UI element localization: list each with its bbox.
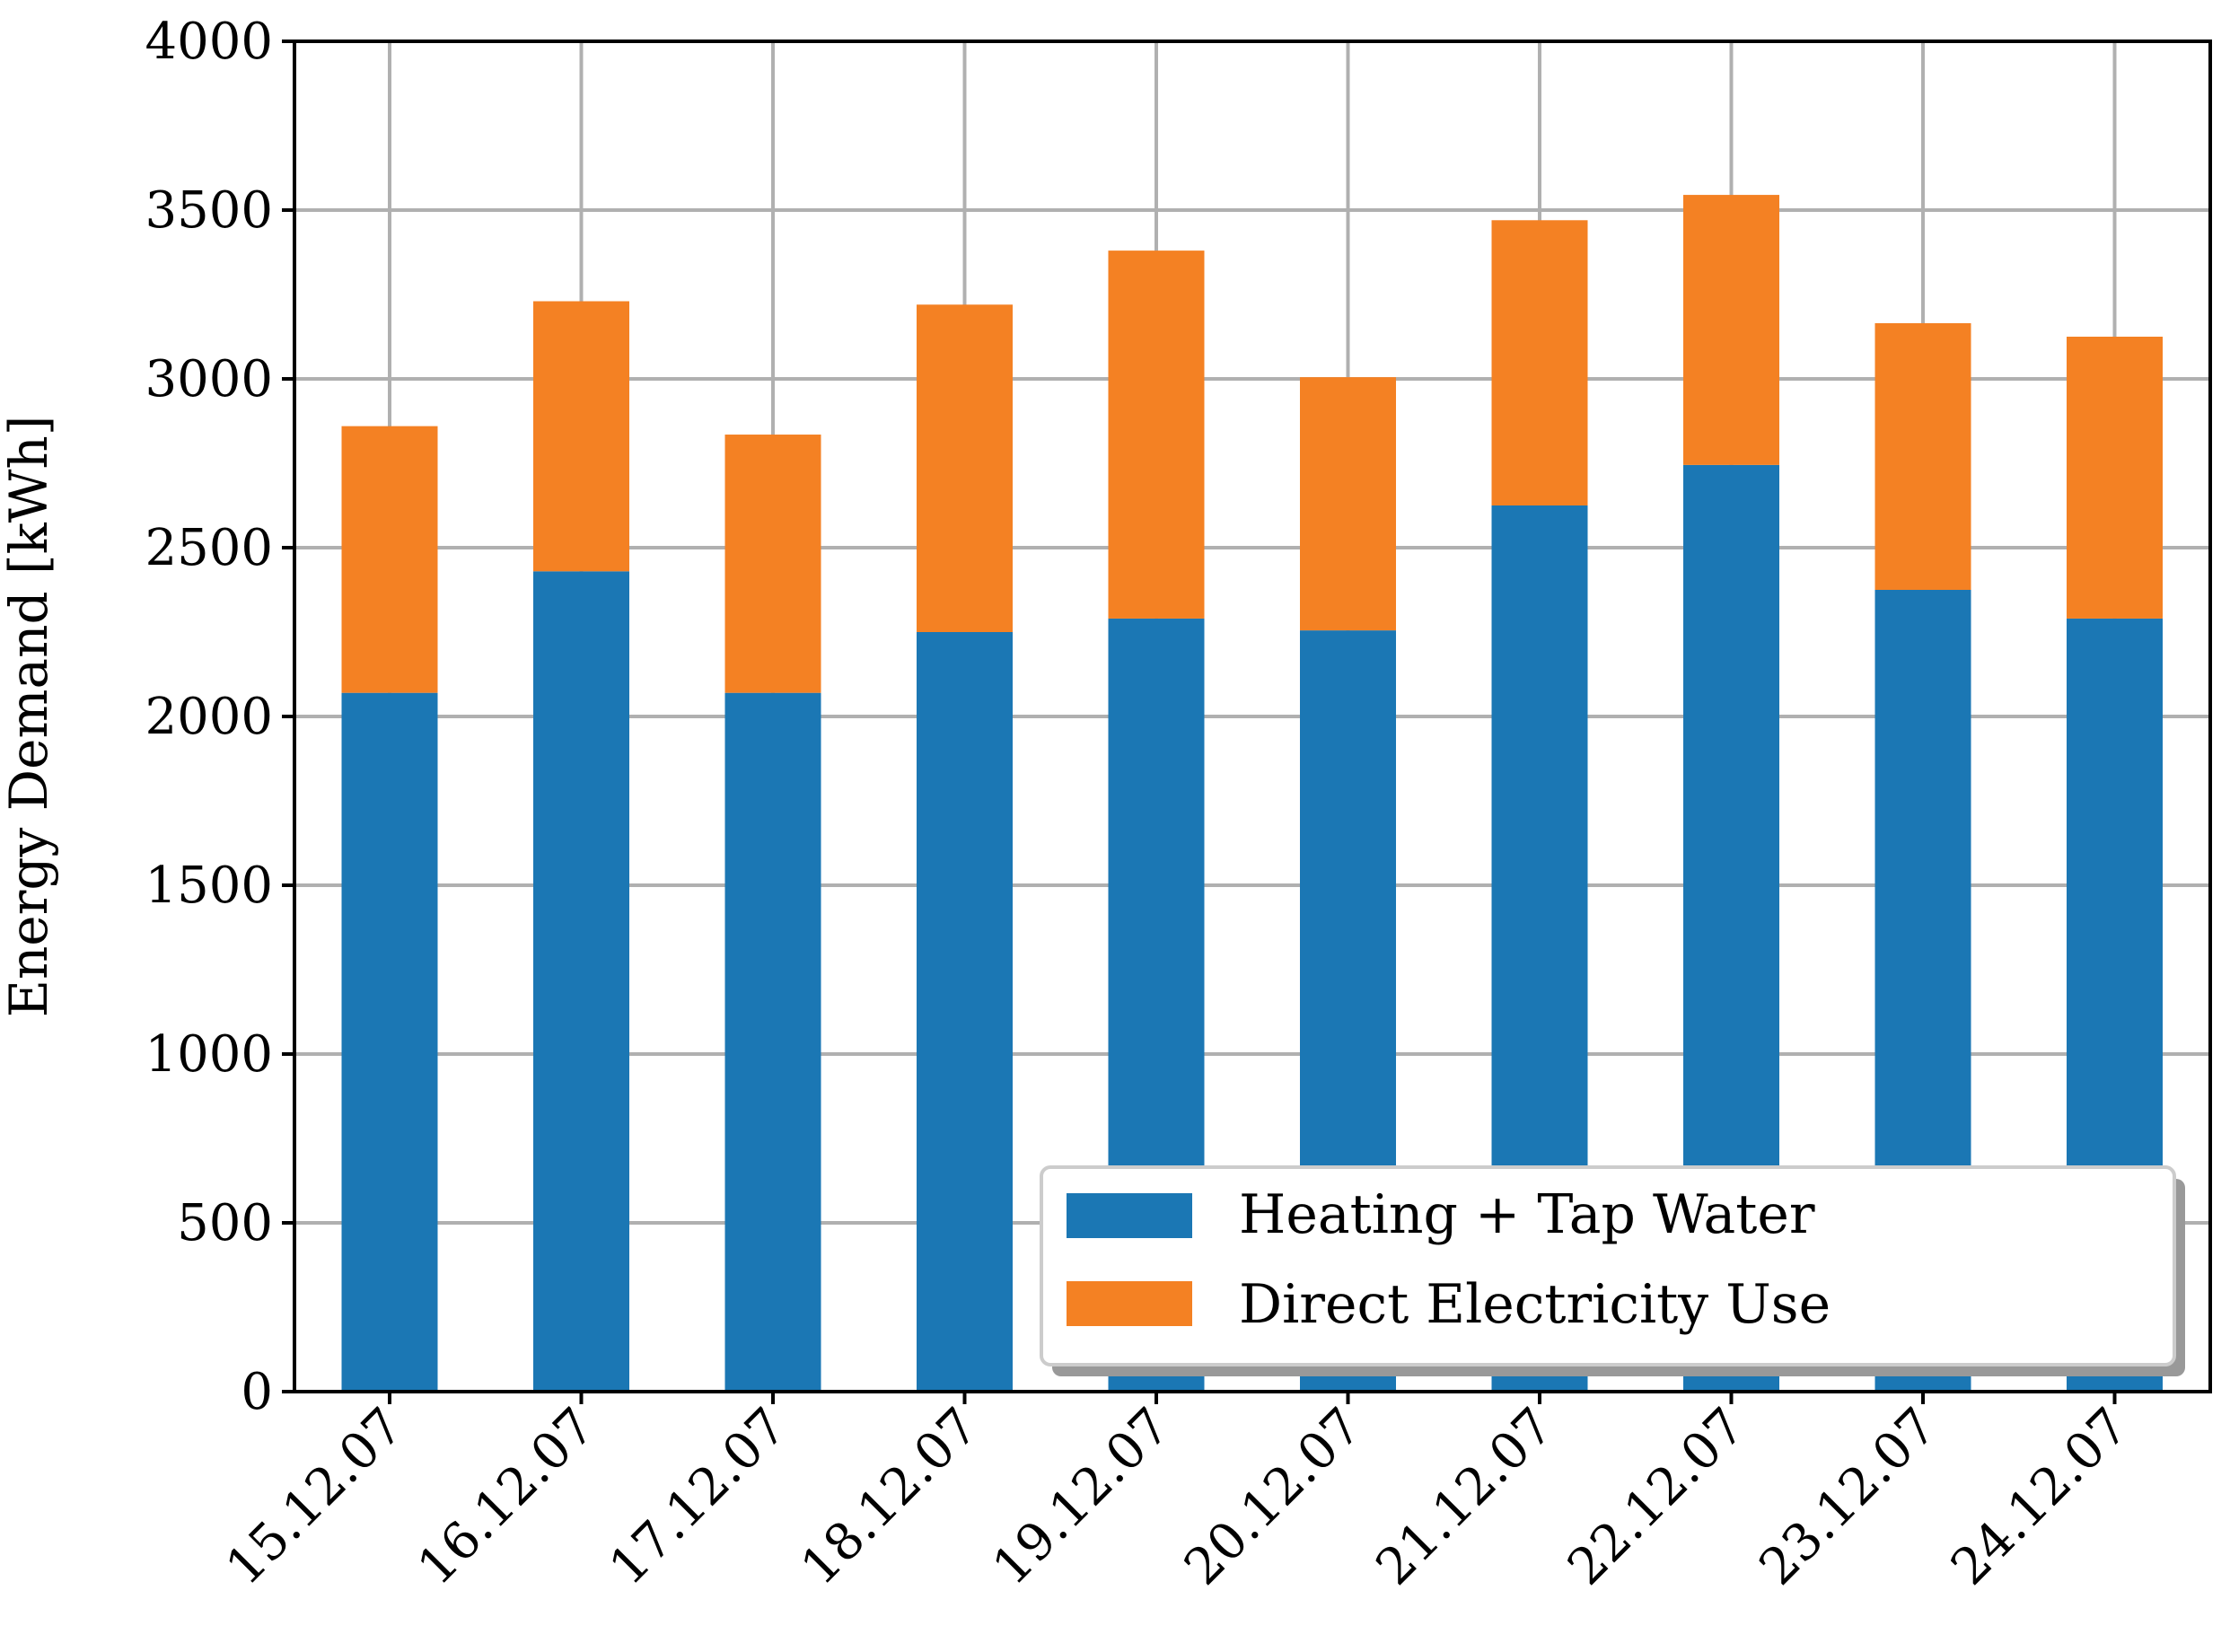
legend-swatch-electricity — [1067, 1281, 1192, 1326]
y-axis-label: Energy Demand [kWh] — [0, 416, 59, 1018]
x-tick-label: 23.12.07 — [1749, 1397, 1948, 1596]
bar-heating-18.12.07 — [917, 632, 1013, 1392]
bar-electricity-15.12.07 — [341, 426, 438, 693]
x-axis: 15.12.0716.12.0717.12.0718.12.0719.12.07… — [215, 1392, 2139, 1596]
bar-heating-16.12.07 — [533, 571, 629, 1392]
bar-heating-17.12.07 — [724, 692, 821, 1392]
bar-electricity-24.12.07 — [2067, 337, 2163, 619]
bar-electricity-19.12.07 — [1108, 250, 1205, 619]
bar-electricity-17.12.07 — [724, 435, 821, 693]
y-tick-label: 3500 — [145, 181, 273, 240]
y-tick-label: 2000 — [145, 688, 273, 746]
x-tick-label: 22.12.07 — [1557, 1397, 1756, 1596]
bar-electricity-22.12.07 — [1683, 195, 1779, 465]
y-tick-label: 500 — [177, 1194, 273, 1252]
legend-label-heating: Heating + Tap Water — [1239, 1183, 1815, 1246]
x-tick-label: 20.12.07 — [1173, 1397, 1373, 1596]
y-axis: 0 500 1000 1500 2000 2500 3000 3500 4000 — [145, 13, 294, 1421]
y-tick-label: 4000 — [145, 13, 273, 71]
bar-electricity-23.12.07 — [1874, 322, 1971, 590]
y-tick-label: 0 — [241, 1363, 273, 1421]
legend-box — [1040, 1165, 2176, 1366]
x-tick-label: 21.12.07 — [1365, 1397, 1565, 1596]
legend: Heating + Tap Water Direct Electricity U… — [1040, 1165, 2185, 1376]
x-tick-label: 24.12.07 — [1940, 1397, 2139, 1596]
x-tick-label: 16.12.07 — [407, 1397, 606, 1596]
bar-electricity-18.12.07 — [917, 304, 1013, 632]
bar-heating-15.12.07 — [341, 692, 438, 1392]
y-tick-label: 1000 — [145, 1025, 273, 1084]
x-tick-label: 19.12.07 — [982, 1397, 1181, 1596]
bar-electricity-20.12.07 — [1300, 377, 1396, 631]
x-tick-label: 17.12.07 — [599, 1397, 798, 1596]
x-tick-label: 18.12.07 — [790, 1397, 989, 1596]
y-tick-label: 2500 — [145, 519, 273, 577]
y-tick-label: 3000 — [145, 350, 273, 409]
bar-electricity-21.12.07 — [1491, 220, 1588, 505]
y-tick-label: 1500 — [145, 857, 273, 915]
legend-swatch-heating — [1067, 1193, 1192, 1238]
x-tick-label: 15.12.07 — [215, 1397, 415, 1596]
legend-label-electricity: Direct Electricity Use — [1239, 1273, 1831, 1336]
bar-electricity-16.12.07 — [533, 301, 629, 572]
